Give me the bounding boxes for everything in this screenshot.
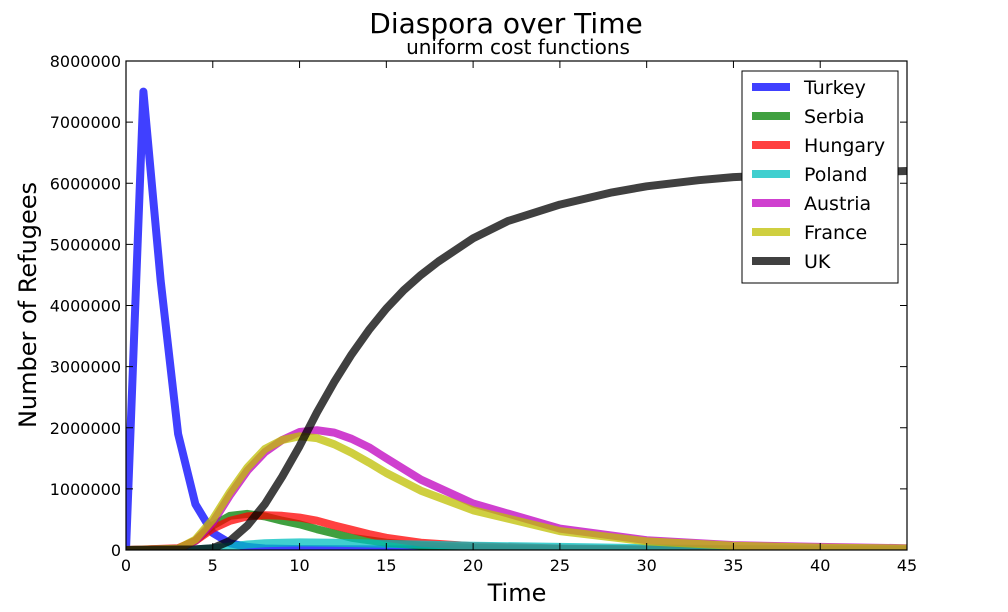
- legend: Turkey Serbia Hungary Poland Austria France UK: [741, 70, 899, 284]
- x-axis-label: Time: [487, 579, 547, 607]
- y-tick-label: 7000000: [50, 113, 121, 132]
- x-tick-label: 30: [636, 556, 656, 575]
- legend-label-turkey: Turkey: [803, 77, 866, 99]
- x-tick-label: 5: [208, 556, 218, 575]
- x-tick-label: 25: [550, 556, 570, 575]
- x-axis: 0 5 10 15 20 25 30 35 40 45: [121, 61, 917, 575]
- y-tick-label: 1000000: [50, 480, 121, 499]
- x-tick-label: 35: [723, 556, 743, 575]
- x-tick-label: 40: [810, 556, 830, 575]
- legend-label-uk: UK: [804, 251, 831, 273]
- y-tick-label: 3000000: [50, 358, 121, 377]
- y-tick-label: 2000000: [50, 419, 121, 438]
- chart-title: Diaspora over Time: [369, 7, 642, 40]
- y-axis-label: Number of Refugees: [14, 182, 42, 428]
- y-tick-label: 0: [111, 541, 121, 560]
- series-line-uk: [126, 167, 907, 550]
- y-tick-label: 5000000: [50, 235, 121, 254]
- legend-label-austria: Austria: [804, 193, 871, 215]
- legend-label-hungary: Hungary: [804, 135, 885, 157]
- y-tick-label: 8000000: [50, 52, 121, 71]
- legend-label-serbia: Serbia: [804, 106, 865, 128]
- x-tick-label: 10: [289, 556, 309, 575]
- x-tick-label: 45: [897, 556, 917, 575]
- chart-subtitle: uniform cost functions: [406, 35, 630, 59]
- x-tick-label: 15: [376, 556, 396, 575]
- series-layer: [126, 87, 907, 550]
- legend-label-france: France: [804, 222, 867, 244]
- x-tick-label: 20: [463, 556, 483, 575]
- y-tick-label: 4000000: [50, 297, 121, 316]
- x-tick-label: 0: [121, 556, 131, 575]
- series-line-france: [126, 432, 907, 550]
- y-tick-label: 6000000: [50, 174, 121, 193]
- legend-label-poland: Poland: [804, 164, 867, 186]
- y-axis: 0 1000000 2000000 3000000 4000000 5000000 6000…: [50, 52, 907, 560]
